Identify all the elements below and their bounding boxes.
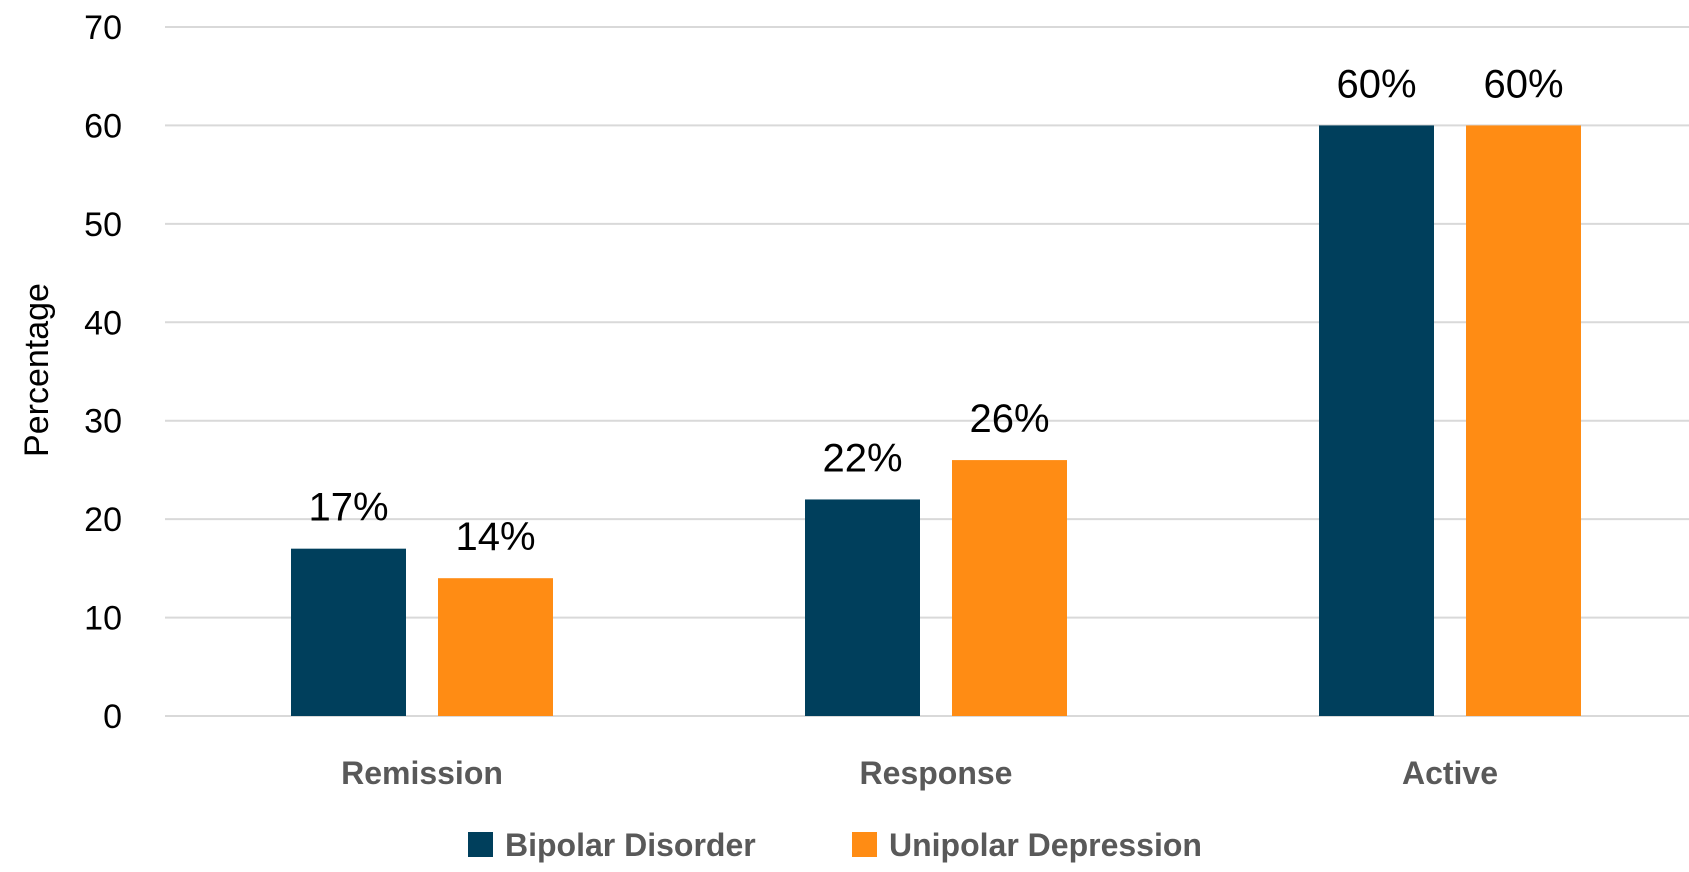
y-axis-ticks: 0 10 20 30 40 50 60 70 bbox=[84, 9, 122, 736]
bar-active-series-1 bbox=[1319, 125, 1434, 716]
legend-swatch bbox=[852, 832, 877, 857]
y-tick-label: 30 bbox=[84, 403, 122, 441]
bar-response-series-1 bbox=[805, 499, 920, 716]
y-tick-label: 70 bbox=[84, 9, 122, 47]
bar-remission-series-1 bbox=[291, 548, 406, 716]
legend-swatch bbox=[468, 832, 493, 857]
bar-remission-series-2 bbox=[438, 578, 553, 716]
bar-response-series-2 bbox=[952, 460, 1067, 716]
x-category-label: Response bbox=[860, 755, 1013, 791]
y-tick-label: 0 bbox=[103, 698, 122, 736]
data-label: 26% bbox=[969, 397, 1049, 441]
y-tick-label: 20 bbox=[84, 501, 122, 539]
y-tick-label: 10 bbox=[84, 600, 122, 638]
legend-label: Bipolar Disorder bbox=[505, 827, 756, 863]
x-category-label: Active bbox=[1402, 755, 1498, 791]
data-label: 60% bbox=[1483, 62, 1563, 106]
legend-label: Unipolar Depression bbox=[889, 827, 1202, 863]
data-labels: 17% 14% 22% 26% 60% 60% bbox=[308, 62, 1563, 559]
x-category-label: Remission bbox=[341, 755, 503, 791]
data-label: 60% bbox=[1336, 62, 1416, 106]
data-label: 14% bbox=[455, 515, 535, 559]
gridlines bbox=[165, 26, 1689, 717]
bars bbox=[291, 125, 1581, 716]
y-tick-label: 60 bbox=[84, 107, 122, 145]
y-tick-label: 40 bbox=[84, 304, 122, 342]
data-label: 22% bbox=[822, 436, 902, 480]
legend: Bipolar Disorder Unipolar Depression bbox=[468, 827, 1202, 863]
bar-active-series-2 bbox=[1466, 125, 1581, 716]
x-axis-categories: Remission Response Active bbox=[341, 755, 1498, 791]
y-axis-title: Percentage bbox=[18, 283, 56, 457]
data-label: 17% bbox=[308, 486, 388, 530]
y-tick-label: 50 bbox=[84, 206, 122, 244]
